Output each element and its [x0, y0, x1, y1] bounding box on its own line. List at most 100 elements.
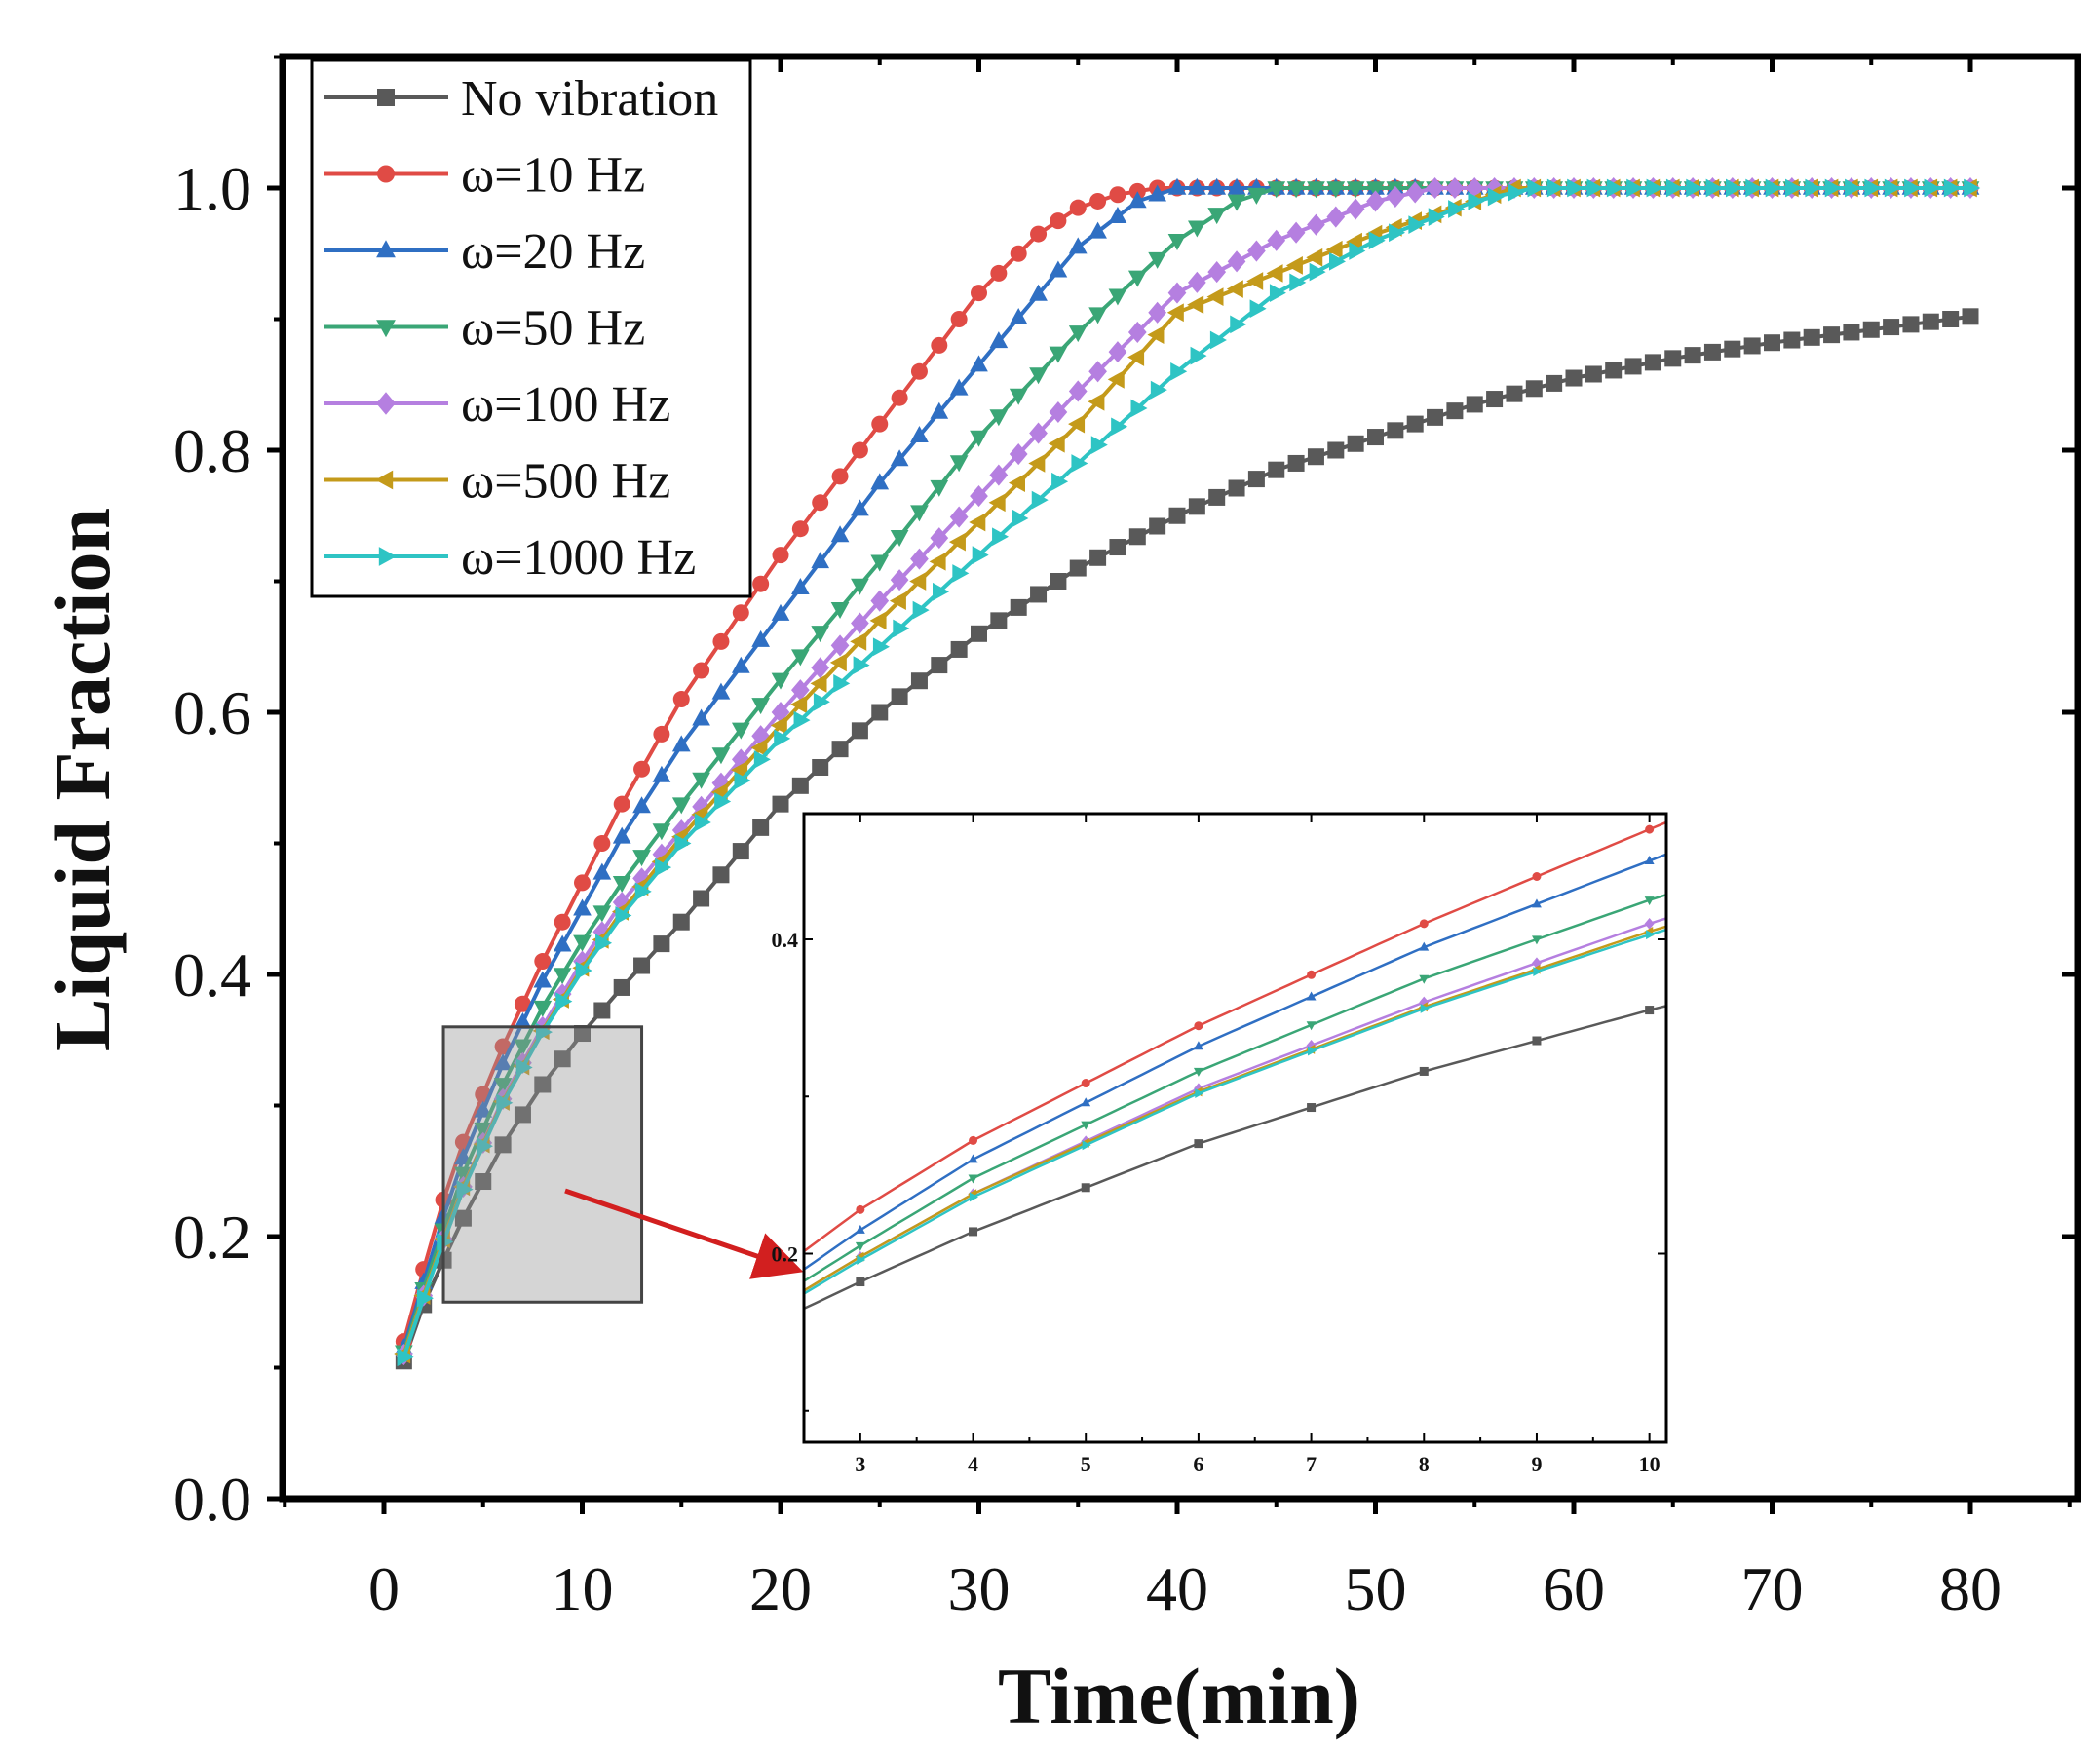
data-point: [1088, 307, 1107, 324]
data-point: [1127, 348, 1145, 366]
legend-marker: [376, 320, 396, 338]
x-tick-label: 10: [552, 1554, 614, 1623]
data-point: [731, 760, 748, 780]
data-point: [1527, 178, 1545, 198]
data-point: [1387, 422, 1404, 439]
data-point: [971, 625, 987, 642]
data-point: [1049, 346, 1068, 363]
data-point: [1029, 367, 1048, 385]
y-tick-label: 1.0: [173, 154, 251, 223]
data-point: [1964, 178, 1981, 198]
y-tick-label: 0.2: [173, 1202, 251, 1272]
data-point: [1009, 442, 1028, 466]
data-point: [1486, 391, 1504, 408]
inset-series-omega-20-hz: [804, 853, 1666, 1271]
data-point: [1010, 598, 1027, 616]
data-point: [948, 532, 966, 552]
data-point: [514, 1011, 532, 1029]
data-point: [1646, 178, 1663, 198]
data-point: [811, 552, 830, 569]
data-point: [1068, 380, 1088, 402]
data-point: [1090, 436, 1108, 454]
data-point: [1426, 176, 1444, 200]
data-point: [1922, 313, 1939, 330]
x-tick-label: 50: [1345, 1554, 1407, 1623]
legend-label: No vibration: [461, 71, 718, 127]
data-point: [830, 525, 850, 543]
data-point: [1525, 380, 1543, 398]
data-point: [752, 575, 770, 592]
data-point: [416, 1288, 434, 1308]
data-point: [1029, 422, 1048, 444]
data-point: [612, 876, 631, 894]
inset-data-point: [1532, 935, 1542, 945]
data-point: [851, 612, 869, 634]
inset-data-point: [855, 1241, 865, 1251]
inset-data-point: [856, 1204, 865, 1214]
legend-entry-omega-100-hz: ω=100 Hz: [324, 377, 670, 433]
data-point: [1167, 177, 1187, 195]
data-point: [1705, 178, 1723, 198]
data-point: [949, 378, 969, 396]
series-omega-1000-hz: [397, 178, 1981, 1367]
data-point: [1783, 331, 1801, 349]
data-point: [1109, 186, 1126, 204]
data-point: [1843, 324, 1860, 341]
data-point: [1307, 181, 1325, 199]
data-point: [1050, 212, 1067, 230]
data-point: [1606, 178, 1623, 198]
data-point: [753, 750, 771, 769]
data-point: [833, 674, 851, 693]
data-point: [493, 1053, 513, 1071]
data-point: [1246, 272, 1264, 290]
data-point: [1149, 517, 1166, 535]
data-point: [714, 792, 732, 811]
data-point: [929, 552, 946, 571]
data-point: [1665, 178, 1683, 198]
data-point: [474, 1100, 493, 1118]
data-point: [1109, 539, 1126, 556]
data-point: [1207, 177, 1227, 195]
data-point: [931, 657, 948, 674]
data-point: [732, 604, 749, 622]
data-point: [1012, 509, 1029, 528]
y-tick-label: 0.6: [173, 678, 251, 747]
data-point: [949, 506, 969, 528]
data-point: [970, 485, 988, 508]
data-point: [1546, 374, 1563, 392]
inset-x-tick-label: 10: [1639, 1452, 1661, 1476]
data-point: [633, 957, 651, 974]
data-point: [771, 672, 790, 690]
data-point: [1845, 178, 1862, 198]
inset-data-point: [1532, 1036, 1542, 1046]
data-point: [1188, 220, 1206, 238]
data-point: [988, 493, 1006, 513]
data-point: [1108, 206, 1127, 223]
inset-data-point: [1081, 1183, 1090, 1193]
data-point: [1009, 474, 1025, 492]
inset-background: [804, 814, 1666, 1442]
inset-series-omega-1000-hz: [804, 928, 1666, 1295]
y-tick-label: 0.4: [173, 940, 251, 1010]
legend-marker: [377, 165, 395, 183]
x-tick-label: 60: [1543, 1554, 1605, 1623]
data-point: [930, 527, 949, 550]
legend-label: ω=50 Hz: [461, 301, 645, 357]
data-point: [652, 823, 671, 841]
inset-x-tick-label: 5: [1081, 1452, 1091, 1476]
data-point: [554, 913, 571, 931]
data-point: [655, 857, 672, 877]
data-point: [1745, 178, 1763, 198]
data-point: [851, 722, 868, 740]
data-point: [1147, 325, 1165, 344]
data-point: [1166, 303, 1184, 323]
data-point: [456, 1180, 474, 1199]
inset-data-point: [1193, 1041, 1203, 1050]
data-point: [1289, 273, 1307, 292]
data-point: [791, 520, 809, 538]
data-point: [672, 913, 690, 931]
data-point: [811, 626, 830, 643]
data-point: [969, 513, 986, 532]
data-point: [750, 738, 768, 757]
x-tick-label: 40: [1146, 1554, 1208, 1623]
